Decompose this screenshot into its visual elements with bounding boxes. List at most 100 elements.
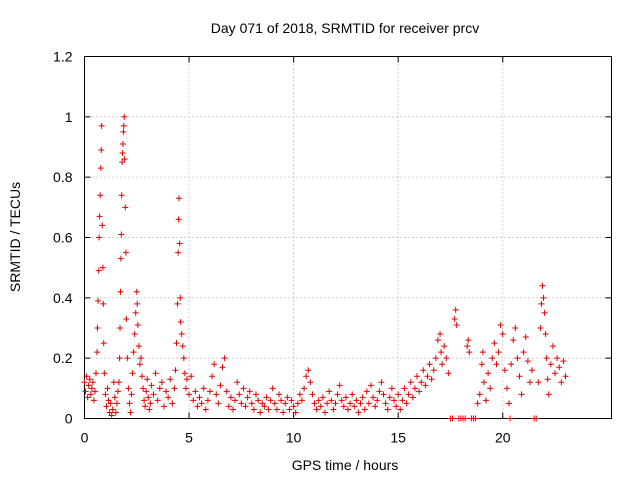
- data-point: [146, 406, 153, 413]
- data-point: [186, 391, 193, 398]
- data-point: [326, 388, 333, 395]
- data-point: [263, 394, 270, 401]
- data-point: [345, 406, 351, 413]
- data-point: [399, 397, 406, 404]
- data-point: [416, 388, 423, 395]
- data-point: [95, 297, 102, 304]
- data-point: [414, 373, 421, 380]
- data-point: [395, 391, 402, 398]
- data-point: [271, 400, 278, 407]
- data-point: [495, 349, 502, 356]
- data-point: [363, 388, 370, 395]
- data-point: [351, 403, 358, 410]
- data-point: [102, 391, 109, 398]
- data-point: [213, 391, 220, 398]
- data-point: [309, 391, 316, 398]
- data-point: [113, 400, 120, 407]
- data-point: [558, 379, 565, 386]
- data-point: [479, 349, 486, 356]
- data-point: [288, 397, 295, 404]
- data-point: [109, 406, 116, 413]
- data-point: [148, 382, 155, 389]
- plot-frame: [84, 56, 612, 419]
- data-point: [524, 358, 531, 365]
- data-point: [217, 382, 224, 389]
- data-point: [267, 397, 274, 404]
- data-point: [97, 192, 104, 199]
- data-point: [127, 409, 134, 416]
- data-point: [107, 400, 114, 407]
- data-point: [98, 147, 105, 154]
- data-point: [143, 388, 150, 395]
- data-point: [480, 379, 487, 386]
- data-point: [294, 400, 301, 407]
- data-point: [547, 361, 554, 368]
- data-point: [386, 394, 393, 401]
- data-point: [434, 337, 441, 344]
- data-point: [347, 400, 354, 407]
- data-point: [284, 394, 291, 401]
- data-point: [452, 306, 459, 313]
- data-point: [117, 288, 124, 295]
- data-point: [97, 165, 104, 172]
- x-tick-label: 15: [390, 430, 406, 446]
- data-point: [134, 300, 141, 307]
- data-point: [269, 385, 276, 392]
- data-point: [116, 379, 123, 386]
- data-point: [324, 400, 331, 407]
- data-point: [112, 409, 119, 416]
- data-point: [98, 122, 105, 129]
- data-point: [560, 358, 567, 365]
- data-point: [174, 300, 181, 307]
- data-point: [311, 400, 318, 407]
- data-point: [248, 400, 255, 407]
- data-point: [259, 400, 266, 407]
- data-point: [250, 406, 257, 413]
- data-point: [229, 406, 236, 413]
- data-point: [520, 349, 527, 356]
- data-point: [328, 397, 335, 404]
- data-point: [465, 337, 472, 344]
- y-axis: 0 0.2 0.4 0.6 0.8 1 1.2: [53, 49, 612, 427]
- data-point: [117, 255, 124, 262]
- data-point: [144, 376, 151, 383]
- data-point: [556, 364, 563, 371]
- data-point: [445, 370, 452, 377]
- data-point: [188, 373, 195, 380]
- data-point: [485, 370, 492, 377]
- data-point: [359, 394, 366, 401]
- data-point: [110, 379, 117, 386]
- data-point: [121, 156, 128, 163]
- data-point: [522, 334, 529, 341]
- data-point: [305, 367, 312, 374]
- data-point: [538, 300, 545, 307]
- data-point: [273, 406, 280, 413]
- data-point: [376, 388, 383, 395]
- data-point: [491, 340, 498, 347]
- data-point: [94, 349, 101, 356]
- y-tick-label: 0: [65, 411, 73, 427]
- data-point: [321, 409, 328, 416]
- data-point: [393, 403, 400, 410]
- data-point: [407, 379, 414, 386]
- data-point: [516, 373, 523, 380]
- data-point: [552, 370, 559, 377]
- data-point: [252, 391, 259, 398]
- data-point: [90, 397, 97, 404]
- data-point: [91, 388, 98, 395]
- data-point: [476, 391, 483, 398]
- data-point: [330, 406, 337, 413]
- data-point: [508, 361, 515, 368]
- y-tick-label: 0.4: [53, 290, 73, 306]
- data-point: [123, 315, 130, 322]
- data-point: [180, 355, 187, 362]
- data-point: [370, 394, 377, 401]
- data-point: [503, 385, 510, 392]
- data-point: [244, 394, 251, 401]
- data-point: [432, 355, 439, 362]
- data-point: [158, 379, 165, 386]
- data-point: [219, 364, 226, 371]
- data-point: [183, 376, 190, 383]
- data-point: [140, 385, 147, 392]
- data-point: [357, 400, 364, 407]
